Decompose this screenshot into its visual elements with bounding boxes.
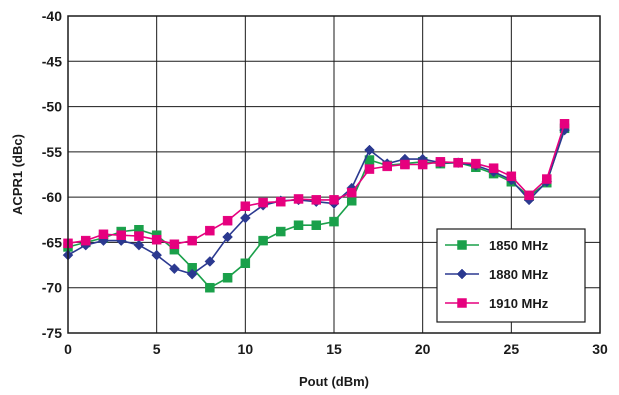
data-point	[222, 273, 233, 283]
data-point	[417, 159, 428, 170]
x-axis-ticks: 0 5 10 15 20 25 30	[64, 341, 608, 357]
data-point	[364, 164, 375, 174]
data-point	[187, 235, 197, 246]
data-point	[151, 234, 162, 245]
data-point	[80, 235, 91, 246]
data-point	[240, 258, 251, 269]
legend-swatch-marker	[457, 240, 467, 250]
data-point	[205, 225, 215, 236]
legend-swatch-marker	[457, 298, 467, 308]
y-tick-label: -40	[42, 8, 62, 24]
data-point	[133, 239, 145, 251]
data-point	[329, 216, 339, 227]
data-point	[346, 187, 357, 198]
data-point	[506, 171, 517, 182]
legend-label: 1910 MHz	[489, 296, 549, 311]
data-point	[240, 201, 251, 211]
data-point	[222, 231, 233, 243]
data-point	[293, 220, 304, 230]
data-point	[151, 249, 163, 261]
data-point	[186, 268, 198, 280]
legend-swatch-marker	[456, 268, 468, 280]
data-point	[364, 144, 375, 156]
data-point	[98, 229, 109, 240]
data-point	[471, 158, 481, 169]
series-1910-mhz	[63, 119, 570, 249]
data-point	[559, 119, 570, 129]
x-tick-label: 30	[592, 341, 608, 357]
data-point	[222, 215, 233, 226]
x-tick-label: 10	[238, 341, 254, 357]
data-point	[346, 196, 357, 206]
data-point	[311, 220, 322, 230]
data-point	[542, 174, 552, 184]
series-layer	[62, 119, 570, 293]
x-tick-label: 0	[64, 341, 72, 357]
y-tick-label: -50	[42, 99, 62, 115]
y-tick-label: -60	[42, 189, 62, 205]
data-point	[276, 196, 286, 207]
x-axis-title: Pout (dBm)	[299, 374, 369, 389]
data-point	[205, 282, 215, 293]
data-point	[169, 239, 180, 249]
legend-label: 1880 MHz	[489, 267, 549, 282]
data-point	[524, 190, 534, 201]
data-point	[204, 256, 216, 267]
data-point	[258, 197, 268, 208]
y-tick-label: -75	[42, 325, 62, 341]
data-point	[134, 231, 144, 241]
data-point	[276, 226, 286, 237]
data-point	[329, 195, 339, 205]
legend-item: 1880 MHz	[445, 267, 549, 282]
data-point	[258, 235, 268, 246]
plot-area-frame	[67, 15, 601, 334]
data-point	[169, 263, 180, 275]
y-axis-title: ACPR1 (dBc)	[10, 134, 25, 215]
data-point	[435, 157, 446, 167]
data-point	[382, 161, 392, 172]
x-tick-label: 15	[326, 341, 342, 357]
y-tick-label: -45	[42, 53, 62, 69]
y-tick-label: -70	[42, 280, 62, 296]
x-tick-label: 25	[504, 341, 520, 357]
data-point	[239, 212, 251, 224]
data-point	[400, 159, 410, 170]
legend-item: 1910 MHz	[445, 296, 549, 311]
data-point	[311, 195, 322, 205]
data-point	[453, 157, 463, 168]
data-point	[293, 194, 304, 204]
y-tick-label: -55	[42, 144, 62, 160]
y-axis-ticks: -40 -45 -50 -55 -60 -65 -70 -75	[42, 8, 62, 341]
legend-item: 1850 MHz	[445, 238, 549, 253]
data-point	[488, 163, 499, 173]
y-tick-label: -65	[42, 234, 62, 250]
legend: 1850 MHz 1880 MHz 1910 MHz	[436, 228, 586, 323]
x-tick-label: 20	[415, 341, 431, 357]
data-point	[116, 230, 126, 240]
legend-label: 1850 MHz	[489, 238, 549, 253]
x-tick-label: 5	[153, 341, 161, 357]
